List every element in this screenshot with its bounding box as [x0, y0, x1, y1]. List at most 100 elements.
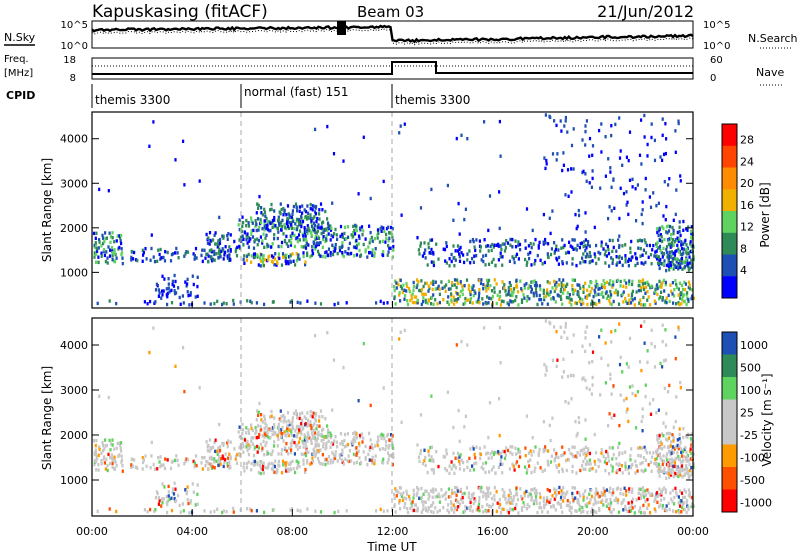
- velocity-cell: [291, 419, 294, 424]
- power-cell: [582, 240, 586, 244]
- velocity-cell: [618, 451, 621, 455]
- velocity-cell: [517, 464, 520, 469]
- velocity-cell: [608, 446, 611, 450]
- velocity-cell: [580, 510, 583, 514]
- velocity-cell: [229, 455, 232, 459]
- velocity-cell: [498, 498, 501, 502]
- velocity-cell: [626, 407, 629, 411]
- velocity-cell: [641, 461, 644, 465]
- velocity-cell: [441, 494, 444, 498]
- velocity-cell: [491, 450, 494, 454]
- velocity-cell: [355, 460, 359, 464]
- power-cell: [506, 301, 509, 305]
- power-cell: [531, 280, 534, 284]
- power-cell: [667, 259, 670, 263]
- velocity-cell: [685, 434, 688, 438]
- power-cell: [541, 302, 544, 306]
- velocity-cell: [579, 468, 582, 473]
- velocity-cell: [690, 451, 693, 456]
- velocity-cell: [285, 461, 288, 465]
- power-cell: [581, 256, 584, 260]
- power-cell: [311, 226, 314, 231]
- power-cell: [624, 260, 627, 264]
- velocity-cell: [275, 471, 278, 475]
- velocity-cell: [418, 496, 421, 500]
- velocity-cell: [369, 438, 372, 442]
- power-cell: [408, 287, 411, 291]
- power-cell: [332, 252, 335, 257]
- velocity-cell: [488, 470, 491, 474]
- velocity-cell: [290, 448, 293, 452]
- power-cell: [497, 242, 500, 247]
- power-cell: [529, 242, 532, 246]
- power-cell: [289, 260, 292, 264]
- velocity-cell: [456, 489, 459, 493]
- velocity-cell: [553, 497, 556, 501]
- velocity-cell: [393, 496, 396, 500]
- velocity-cell: [565, 503, 568, 508]
- power-cell: [358, 226, 362, 230]
- velocity-cell: [362, 341, 365, 346]
- velocity-cell: [412, 508, 415, 513]
- velocity-cell: [584, 462, 587, 467]
- power-cell: [107, 245, 110, 249]
- velocity-cell: [403, 328, 406, 333]
- velocity-cell: [387, 432, 390, 437]
- velocity-cell: [678, 427, 681, 431]
- velocity-cell: [595, 469, 598, 473]
- power-cell: [300, 224, 303, 229]
- power-cell: [213, 233, 216, 237]
- velocity-cell: [475, 445, 478, 449]
- power-cell: [98, 187, 101, 192]
- velocity-cell: [579, 504, 582, 509]
- velocity-cell: [258, 432, 261, 437]
- velocity-cell: [255, 430, 258, 434]
- power-cell: [172, 284, 176, 288]
- power-cell: [672, 267, 675, 271]
- power-cell: [584, 129, 587, 134]
- power-cell: [111, 231, 114, 235]
- velocity-cell: [592, 502, 595, 507]
- power-cell: [312, 241, 316, 245]
- velocity-cell: [415, 503, 418, 507]
- velocity-cell: [356, 451, 359, 455]
- power-cell: [307, 211, 310, 215]
- velocity-cell: [222, 456, 225, 460]
- power-cell: [582, 244, 585, 249]
- velocity-cell: [217, 463, 220, 467]
- velocity-cell: [326, 331, 329, 335]
- power-cell: [113, 260, 117, 264]
- power-cell: [458, 259, 462, 263]
- velocity-cell: [206, 448, 209, 453]
- power-cell: [646, 280, 649, 284]
- velocity-cell: [319, 409, 323, 413]
- power-cell: [612, 177, 615, 181]
- velocity-cell: [628, 385, 632, 389]
- velocity-cell: [467, 491, 470, 496]
- power-cell: [627, 293, 630, 297]
- velocity-cell: [429, 489, 433, 493]
- power-cell: [297, 253, 300, 257]
- power-cell: [684, 282, 687, 286]
- power-cell: [229, 233, 232, 237]
- power-cell: [298, 223, 301, 227]
- velocity-cell: [458, 455, 461, 459]
- power-cell: [560, 284, 563, 289]
- velocity-cell: [317, 444, 321, 448]
- power-cell: [555, 280, 558, 285]
- power-cell: [329, 238, 332, 242]
- power-cell: [314, 247, 317, 251]
- velocity-cell: [590, 488, 593, 493]
- velocity-cell: [297, 440, 301, 444]
- power-cell: [393, 288, 396, 293]
- velocity-cell: [208, 438, 212, 442]
- velocity-cell: [492, 452, 495, 457]
- velocity-cell: [516, 497, 520, 502]
- power-cell: [330, 233, 333, 238]
- power-cell: [379, 299, 382, 304]
- velocity-cell: [97, 453, 100, 457]
- velocity-cell: [222, 464, 225, 469]
- velocity-cell: [454, 466, 457, 470]
- velocity-cell: [227, 439, 230, 443]
- velocity-cell: [585, 453, 588, 457]
